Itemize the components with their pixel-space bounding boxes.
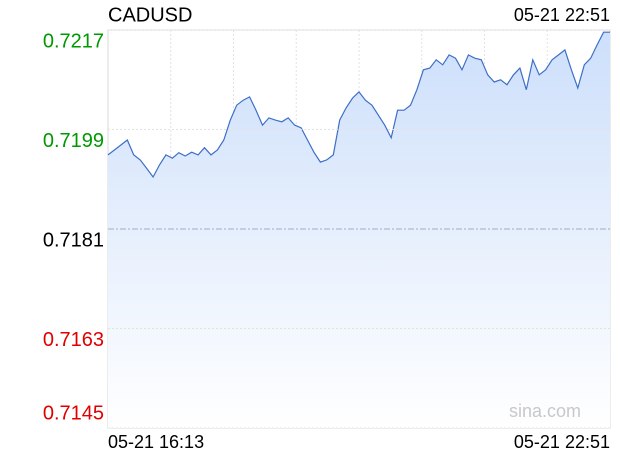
chart-title: CADUSD — [108, 4, 192, 26]
y-tick-label: 0.7145 — [43, 402, 104, 424]
x-tick-label: 05-21 16:13 — [108, 432, 204, 452]
y-tick-label: 0.7163 — [43, 329, 104, 351]
watermark: sina.com — [509, 401, 581, 421]
y-tick-label: 0.7181 — [43, 229, 104, 251]
x-tick-label: 05-21 22:51 — [514, 432, 610, 452]
price-line — [107, 31, 610, 179]
y-tick-label: 0.7217 — [43, 30, 104, 52]
timestamp: 05-21 22:51 — [514, 5, 610, 25]
area — [108, 32, 610, 428]
y-tick-label: 0.7199 — [43, 130, 104, 152]
